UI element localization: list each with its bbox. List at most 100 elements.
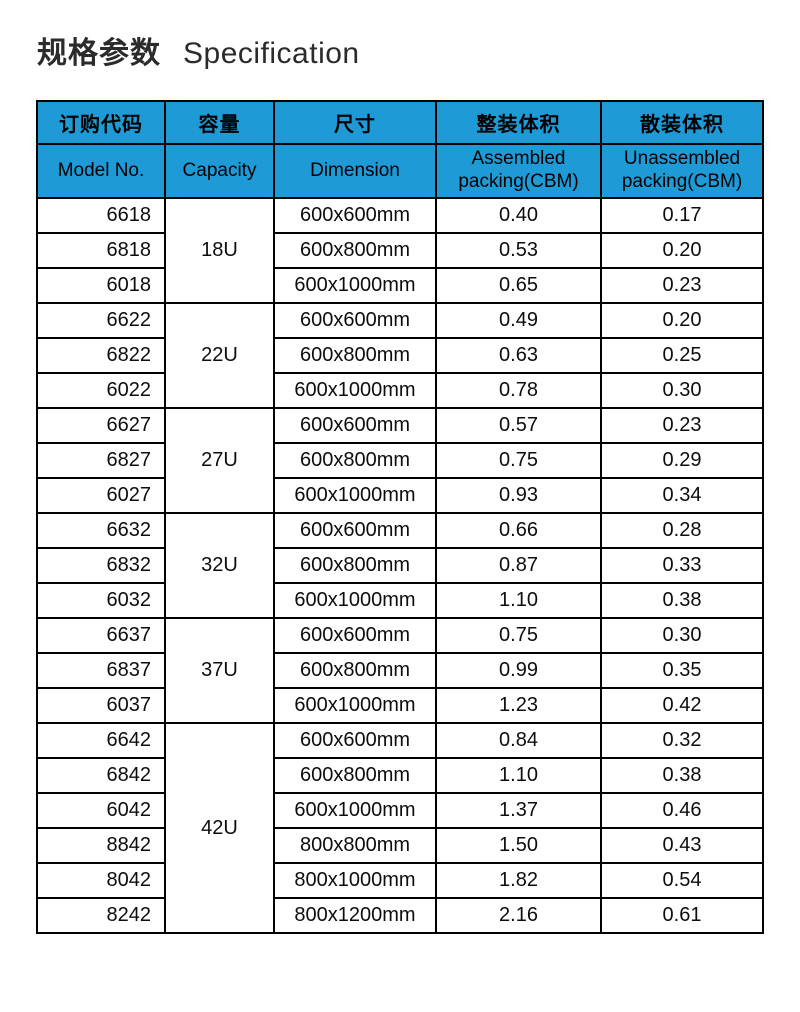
dimension-cell: 600x600mm: [273, 512, 437, 549]
dimension-cell: 600x800mm: [273, 337, 437, 374]
assembled-cell: 0.75: [435, 617, 602, 654]
model-cell: 6622: [36, 302, 166, 339]
dimension-cell: 600x600mm: [273, 197, 437, 234]
dimension-cell: 600x1000mm: [273, 792, 437, 829]
header-capacity-en: Capacity: [164, 143, 275, 199]
assembled-cell: 0.84: [435, 722, 602, 759]
unassembled-cell: 0.23: [600, 267, 764, 304]
unassembled-cell: 0.38: [600, 582, 764, 619]
assembled-cell: 0.65: [435, 267, 602, 304]
table-row: 8242 800x1200mm 2.16 0.61: [36, 897, 764, 934]
header-model-en: Model No.: [36, 143, 166, 199]
assembled-cell: 1.10: [435, 757, 602, 794]
assembled-cell: 2.16: [435, 897, 602, 934]
capacity-cell: 42U: [164, 722, 275, 934]
table-row: 6622 22U 600x600mm 0.49 0.20: [36, 302, 764, 409]
dimension-cell: 600x800mm: [273, 652, 437, 689]
header-dimension-en: Dimension: [273, 143, 437, 199]
table-row: 6822 600x800mm 0.63 0.25: [36, 337, 764, 374]
model-cell: 8242: [36, 897, 166, 934]
model-cell: 6642: [36, 722, 166, 759]
spec-table-body: 6618 18U 600x600mm 0.40 0.17 6818 600x800mm 0.5…: [36, 197, 764, 934]
dimension-cell: 800x800mm: [273, 827, 437, 864]
header-capacity-zh: 容量: [164, 100, 275, 145]
header-unassembled-zh: 散装体积: [600, 100, 764, 145]
dimension-cell: 600x1000mm: [273, 582, 437, 619]
model-cell: 6632: [36, 512, 166, 549]
dimension-cell: 600x1000mm: [273, 477, 437, 514]
unassembled-cell: 0.33: [600, 547, 764, 584]
table-row: 6627 27U 600x600mm 0.57 0.23: [36, 407, 764, 514]
table-row: 6018 600x1000mm 0.65 0.23: [36, 267, 764, 304]
unassembled-cell: 0.20: [600, 232, 764, 269]
unassembled-cell: 0.46: [600, 792, 764, 829]
model-cell: 6032: [36, 582, 166, 619]
table-row: 6037 600x1000mm 1.23 0.42: [36, 687, 764, 724]
unassembled-cell: 0.30: [600, 372, 764, 409]
unassembled-cell: 0.25: [600, 337, 764, 374]
spec-table: 订购代码 容量 尺寸 整装体积 散装体积 Model No. Capacity Dimens…: [36, 100, 764, 934]
capacity-cell: 27U: [164, 407, 275, 514]
table-row: 8842 800x800mm 1.50 0.43: [36, 827, 764, 864]
model-cell: 6627: [36, 407, 166, 444]
header-model-zh: 订购代码: [36, 100, 166, 145]
unassembled-cell: 0.30: [600, 617, 764, 654]
model-cell: 6018: [36, 267, 166, 304]
unassembled-cell: 0.54: [600, 862, 764, 899]
model-cell: 6042: [36, 792, 166, 829]
table-row: 6632 32U 600x600mm 0.66 0.28: [36, 512, 764, 619]
table-row: 6818 600x800mm 0.53 0.20: [36, 232, 764, 269]
model-cell: 8842: [36, 827, 166, 864]
dimension-cell: 600x1000mm: [273, 267, 437, 304]
model-cell: 6822: [36, 337, 166, 374]
assembled-cell: 0.66: [435, 512, 602, 549]
capacity-cell: 32U: [164, 512, 275, 619]
assembled-cell: 1.82: [435, 862, 602, 899]
assembled-cell: 1.50: [435, 827, 602, 864]
unassembled-cell: 0.34: [600, 477, 764, 514]
unassembled-cell: 0.29: [600, 442, 764, 479]
header-row-zh: 订购代码 容量 尺寸 整装体积 散装体积: [36, 100, 764, 145]
header-unassembled-en: Unassembled packing(CBM): [600, 143, 764, 199]
model-cell: 6037: [36, 687, 166, 724]
model-cell: 6827: [36, 442, 166, 479]
unassembled-cell: 0.38: [600, 757, 764, 794]
header-assembled-zh: 整装体积: [435, 100, 602, 145]
assembled-cell: 0.40: [435, 197, 602, 234]
assembled-cell: 1.23: [435, 687, 602, 724]
table-row: 6837 600x800mm 0.99 0.35: [36, 652, 764, 689]
dimension-cell: 600x800mm: [273, 232, 437, 269]
unassembled-cell: 0.17: [600, 197, 764, 234]
dimension-cell: 600x600mm: [273, 302, 437, 339]
unassembled-cell: 0.43: [600, 827, 764, 864]
table-row: 6637 37U 600x600mm 0.75 0.30: [36, 617, 764, 724]
page-title: 规格参数 Specification: [37, 28, 360, 72]
table-row: 6842 600x800mm 1.10 0.38: [36, 757, 764, 794]
table-row: 6022 600x1000mm 0.78 0.30: [36, 372, 764, 409]
assembled-cell: 0.53: [435, 232, 602, 269]
table-row: 6618 18U 600x600mm 0.40 0.17: [36, 197, 764, 304]
dimension-cell: 800x1200mm: [273, 897, 437, 934]
capacity-cell: 37U: [164, 617, 275, 724]
unassembled-cell: 0.20: [600, 302, 764, 339]
assembled-cell: 1.10: [435, 582, 602, 619]
spec-table-head: 订购代码 容量 尺寸 整装体积 散装体积 Model No. Capacity Dimens…: [36, 100, 764, 199]
dimension-cell: 600x800mm: [273, 442, 437, 479]
header-row-en: Model No. Capacity Dimension Assembled pack…: [36, 143, 764, 199]
unassembled-cell: 0.23: [600, 407, 764, 444]
dimension-cell: 800x1000mm: [273, 862, 437, 899]
assembled-cell: 0.93: [435, 477, 602, 514]
model-cell: 6618: [36, 197, 166, 234]
model-cell: 6637: [36, 617, 166, 654]
model-cell: 6842: [36, 757, 166, 794]
table-row: 6827 600x800mm 0.75 0.29: [36, 442, 764, 479]
assembled-cell: 0.49: [435, 302, 602, 339]
assembled-cell: 0.75: [435, 442, 602, 479]
model-cell: 6022: [36, 372, 166, 409]
unassembled-cell: 0.35: [600, 652, 764, 689]
capacity-cell: 22U: [164, 302, 275, 409]
dimension-cell: 600x1000mm: [273, 687, 437, 724]
page-title-zh: 规格参数: [37, 37, 161, 70]
unassembled-cell: 0.28: [600, 512, 764, 549]
assembled-cell: 0.99: [435, 652, 602, 689]
